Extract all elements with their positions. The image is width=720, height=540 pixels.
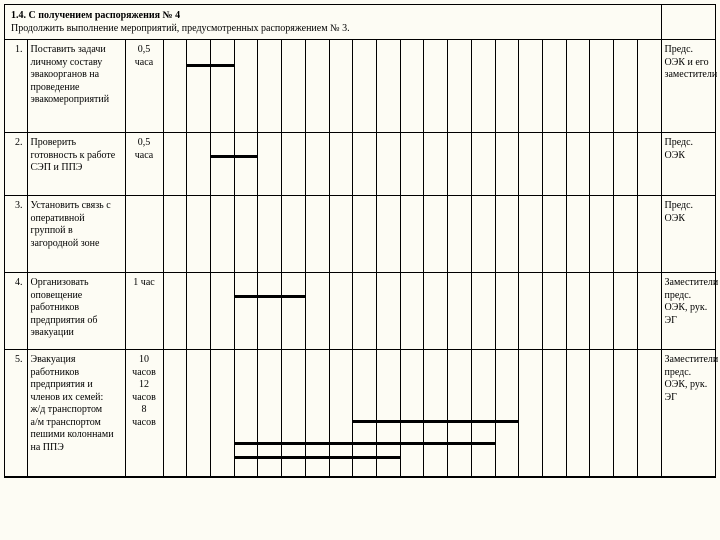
schedule-table: 1.4. С получением распоряжения № 4 Продо… xyxy=(4,4,716,478)
task-description: Поставить задачи личному составу эвакоор… xyxy=(27,40,125,133)
gantt-bar xyxy=(235,295,306,298)
gantt-bar xyxy=(353,420,519,423)
row-number: 1. xyxy=(5,40,27,133)
task-description: Установить связь с оперативной группой в… xyxy=(27,196,125,273)
gantt-cell xyxy=(163,40,661,133)
table-row: 3.Установить связь с оперативной группой… xyxy=(5,196,715,273)
task-description: Организовать оповещение работников предп… xyxy=(27,273,125,350)
responsible: Заместители предс. ОЭК, рук. ЭГ xyxy=(661,350,715,477)
section-title-rest: Продолжить выполнение мероприятий, преду… xyxy=(11,23,350,34)
responsible: Заместители предс. ОЭК, рук. ЭГ xyxy=(661,273,715,350)
task-description: Проверить готовность к работе СЭП и ППЭ xyxy=(27,133,125,196)
task-description: Эвакуация работников предприятия и члено… xyxy=(27,350,125,477)
section-title-bold: 1.4. С получением распоряжения № 4 xyxy=(11,10,180,21)
gantt-cell xyxy=(163,350,661,477)
duration: 0,5 часа xyxy=(125,40,163,133)
row-number: 4. xyxy=(5,273,27,350)
row-number: 5. xyxy=(5,350,27,477)
table-row: 2.Проверить готовность к работе СЭП и ПП… xyxy=(5,133,715,196)
row-number: 2. xyxy=(5,133,27,196)
duration: 0,5 часа xyxy=(125,133,163,196)
section-header-row: 1.4. С получением распоряжения № 4 Продо… xyxy=(5,5,715,40)
row-number: 3. xyxy=(5,196,27,273)
duration xyxy=(125,196,163,273)
gantt-cell xyxy=(163,196,661,273)
table-row: 4.Организовать оповещение работников пре… xyxy=(5,273,715,350)
responsible: Предс. ОЭК и его заместители xyxy=(661,40,715,133)
gantt-cell xyxy=(163,273,661,350)
table-row: 1.Поставить задачи личному составу эвако… xyxy=(5,40,715,133)
responsible: Предс. ОЭК xyxy=(661,133,715,196)
tasks-table: 1.Поставить задачи личному составу эвако… xyxy=(5,40,715,477)
gantt-bar xyxy=(187,64,234,67)
section-header: 1.4. С получением распоряжения № 4 Продо… xyxy=(5,5,661,39)
gantt-cell xyxy=(163,133,661,196)
responsible: Предс. ОЭК xyxy=(661,196,715,273)
duration: 10 часов 12 часов 8 часов xyxy=(125,350,163,477)
gantt-bar xyxy=(211,155,258,158)
gantt-bar xyxy=(235,442,495,445)
table-row: 5.Эвакуация работников предприятия и чле… xyxy=(5,350,715,477)
header-right-cell xyxy=(661,5,715,39)
duration: 1 час xyxy=(125,273,163,350)
gantt-bar xyxy=(235,456,401,459)
